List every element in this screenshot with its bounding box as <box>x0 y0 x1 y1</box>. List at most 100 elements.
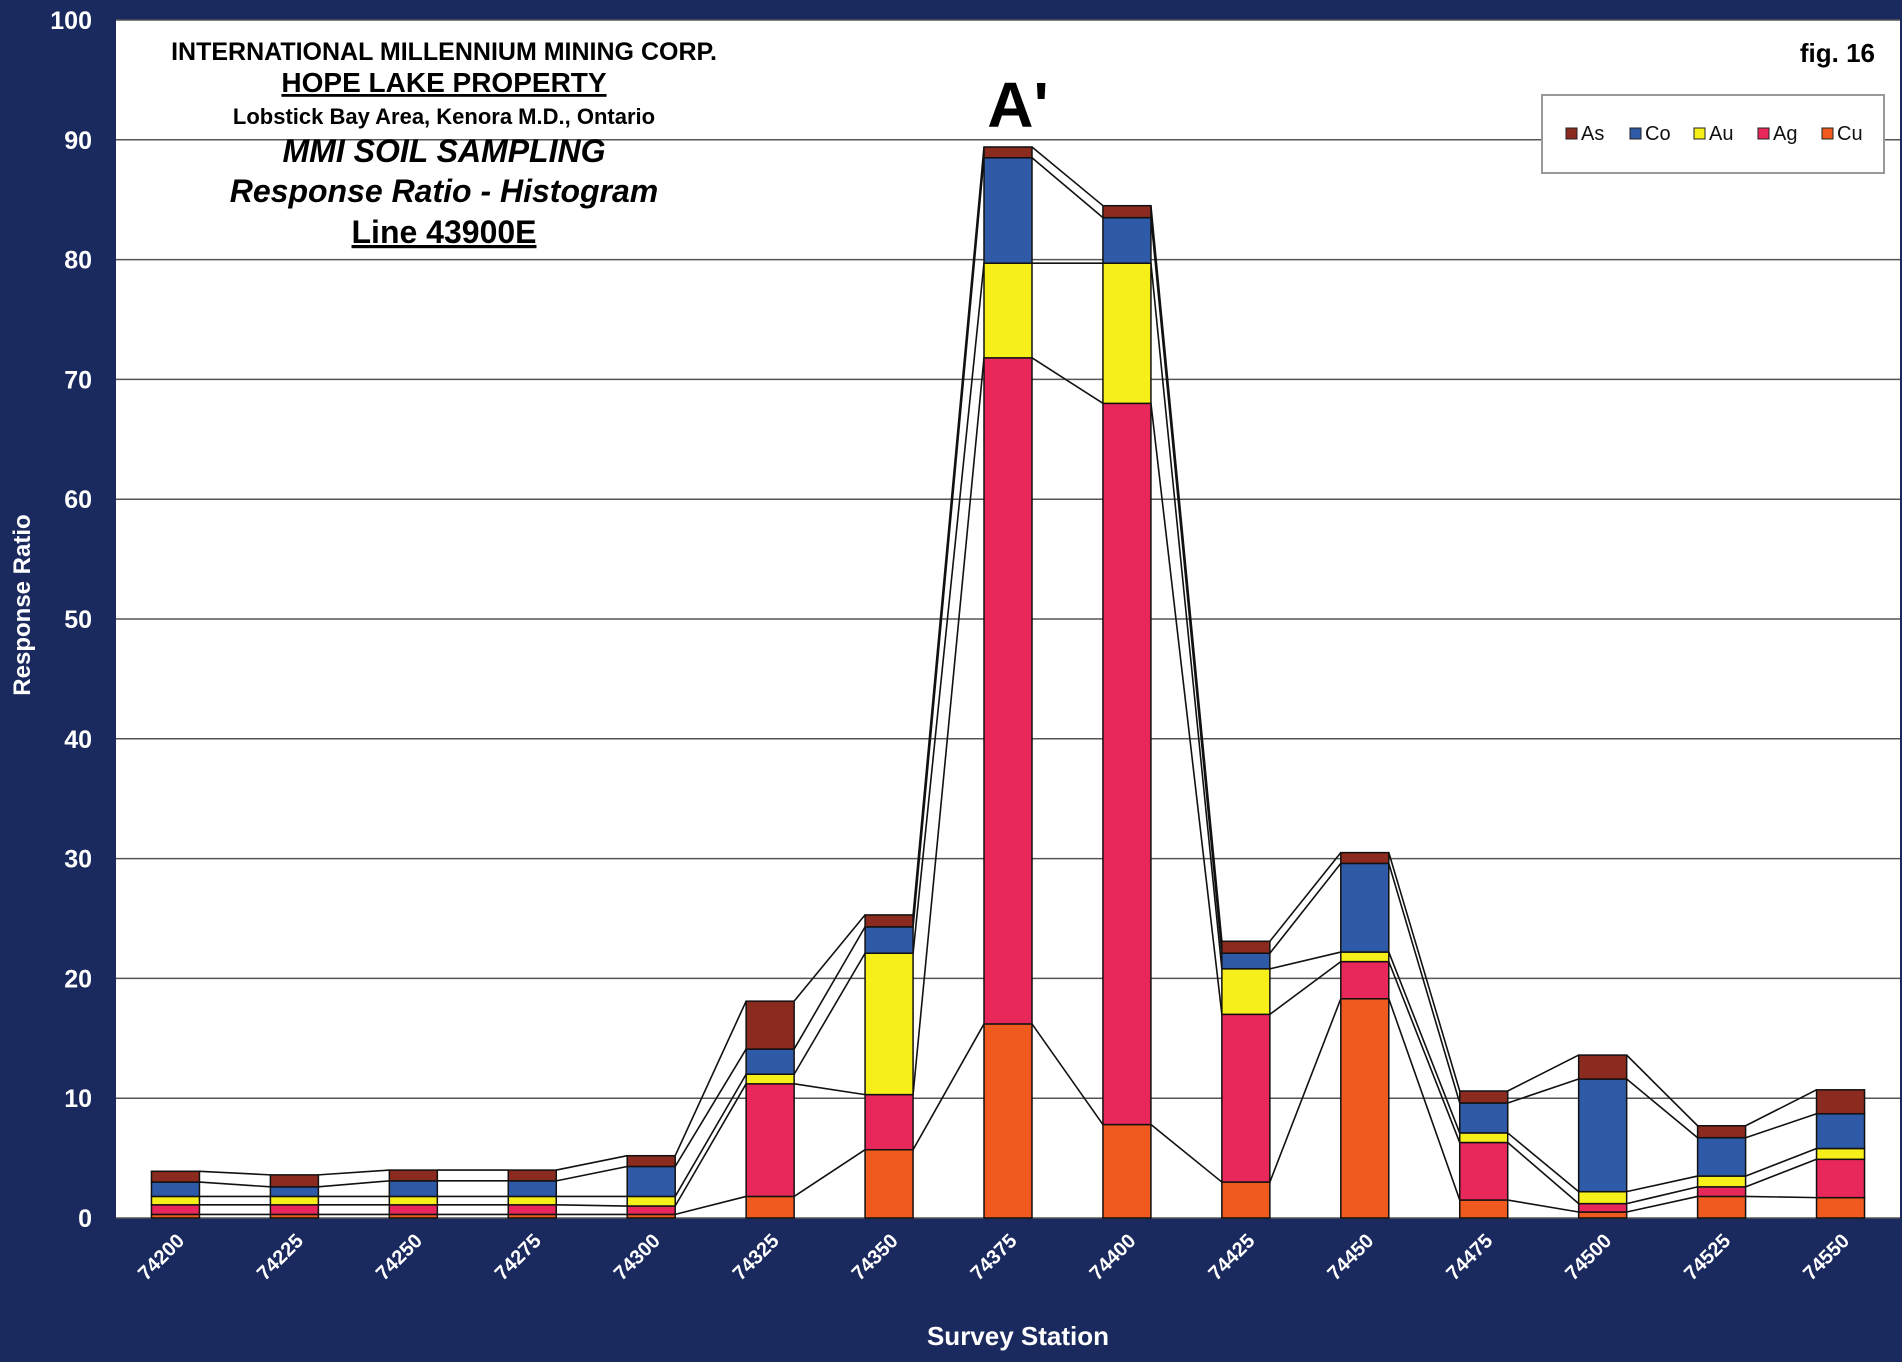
bar-segment-au <box>1458 1132 1509 1144</box>
series-connector-line <box>199 1170 271 1176</box>
bar-segment-ag <box>1577 1202 1628 1213</box>
series-connector-line <box>1507 1054 1580 1092</box>
anomaly-label: A' <box>987 69 1048 141</box>
series-connector-line <box>674 1073 747 1197</box>
bar-segment-ag <box>1458 1141 1509 1201</box>
bar-segment-as <box>864 914 914 928</box>
bar-segment-au <box>983 262 1033 359</box>
bar-segment-au <box>507 1195 558 1206</box>
series-connector-line <box>1745 1195 1817 1199</box>
bar-segment-co <box>150 1181 201 1198</box>
stacked-bars <box>150 146 1866 1219</box>
series-connector-line <box>199 1181 271 1188</box>
series-connector-line <box>1626 1078 1699 1139</box>
series-connector-line <box>1388 998 1461 1201</box>
bar-segment-au <box>269 1195 320 1206</box>
bar-segment-co <box>864 926 914 954</box>
bar-segment-co <box>745 1048 795 1075</box>
legend-label: Co <box>1645 123 1671 145</box>
series-connector-line <box>1507 1199 1579 1213</box>
series-connector-line <box>1269 852 1342 942</box>
bar-segment-co <box>507 1180 558 1198</box>
bar-segment-as <box>269 1174 320 1188</box>
bar-segment-au <box>1221 968 1271 1016</box>
series-connector-line <box>1507 1141 1580 1205</box>
series-connector-line <box>556 1165 628 1182</box>
bar-segment-au <box>1815 1147 1866 1161</box>
bar-segment-ag <box>864 1093 914 1151</box>
bar-segment-cu <box>983 1023 1033 1219</box>
legend-label: Au <box>1709 123 1733 145</box>
bar-segment-ag <box>269 1204 320 1216</box>
bar-segment-au <box>388 1195 439 1206</box>
series-connector-line <box>674 1083 747 1207</box>
bar-segment-as <box>1696 1125 1747 1139</box>
title-method: MMI SOIL SAMPLING <box>283 133 606 169</box>
series-connector-line <box>1031 357 1104 405</box>
series-connector-line <box>1626 1186 1698 1205</box>
bar-segment-co <box>1458 1102 1509 1134</box>
series-connector-line <box>1150 1123 1223 1183</box>
series-connector-line <box>1388 863 1461 1104</box>
legend-swatch <box>1693 127 1706 140</box>
y-axis-ticks: 0 10 20 30 40 50 60 70 80 90 100 <box>50 7 92 1233</box>
series-connector-line <box>1031 157 1104 219</box>
title-location: Lobstick Bay Area, Kenora M.D., Ontario <box>233 104 655 129</box>
series-connector-line <box>1626 1175 1698 1193</box>
bar-segment-as <box>626 1154 676 1168</box>
y-tick-label: 10 <box>64 1085 92 1113</box>
y-tick-label: 90 <box>64 127 92 155</box>
y-axis-label: Response Ratio <box>9 514 36 695</box>
series-connector-line <box>556 1154 628 1171</box>
series-connector-line <box>1626 1195 1698 1213</box>
series-connector-line <box>793 952 866 1075</box>
bar-segment-ag <box>1696 1186 1747 1198</box>
bar-segment-ag <box>507 1204 558 1216</box>
bar-segment-co <box>1696 1136 1747 1177</box>
bar-segment-co <box>1102 216 1152 264</box>
y-tick-label: 100 <box>50 7 92 35</box>
bar-segment-au <box>1696 1175 1747 1188</box>
bar-segment-cu <box>1577 1211 1628 1219</box>
title-company: INTERNATIONAL MILLENNIUM MINING CORP. <box>171 38 717 66</box>
bar-segment-cu <box>864 1148 914 1219</box>
series-connector-line <box>1031 1023 1104 1126</box>
bar-segment-au <box>150 1195 201 1206</box>
series-connector-line <box>912 1023 985 1151</box>
series-connector-line <box>1745 1147 1817 1177</box>
bar-segment-as <box>983 146 1033 159</box>
bar-segment-co <box>983 157 1033 264</box>
legend-label: As <box>1581 123 1604 145</box>
bar-segment-ag <box>1221 1013 1271 1183</box>
series-connector-line <box>674 1048 747 1167</box>
series-connector-line <box>1150 217 1223 954</box>
legend-label: Cu <box>1837 123 1863 145</box>
series-connector-line <box>912 357 985 1095</box>
bar-segment-ag <box>1102 402 1152 1126</box>
y-tick-label: 70 <box>64 366 92 394</box>
legend-items: As Co Au Ag Cu <box>1565 123 1863 145</box>
bar-segment-au <box>745 1073 795 1085</box>
series-connector-line <box>1150 205 1223 942</box>
bar-segment-ag <box>983 357 1033 1025</box>
series-connector-line <box>1388 852 1461 1092</box>
legend-swatch <box>1629 127 1642 140</box>
y-tick-label: 30 <box>64 846 92 874</box>
y-tick-label: 40 <box>64 726 92 754</box>
title-chart: Response Ratio - Histogram <box>230 173 659 209</box>
bar-segment-au <box>1102 262 1152 405</box>
series-connector-line <box>318 1169 390 1176</box>
series-connector-line <box>318 1180 390 1188</box>
bar-segment-as <box>1577 1054 1628 1080</box>
bar-segment-ag <box>626 1205 676 1216</box>
y-tick-label: 20 <box>64 965 92 993</box>
legend: As Co Au Ag Cu <box>1541 94 1885 174</box>
series-connector-line <box>1626 1054 1699 1127</box>
bar-segment-as <box>745 1000 795 1050</box>
bar-segment-au <box>864 952 914 1096</box>
series-connector-line <box>674 1000 747 1157</box>
bar-segment-au <box>1577 1190 1628 1205</box>
figure-label: fig. 16 <box>1800 38 1875 68</box>
bar-segment-co <box>626 1165 676 1198</box>
series-connector-line <box>1745 1089 1817 1127</box>
